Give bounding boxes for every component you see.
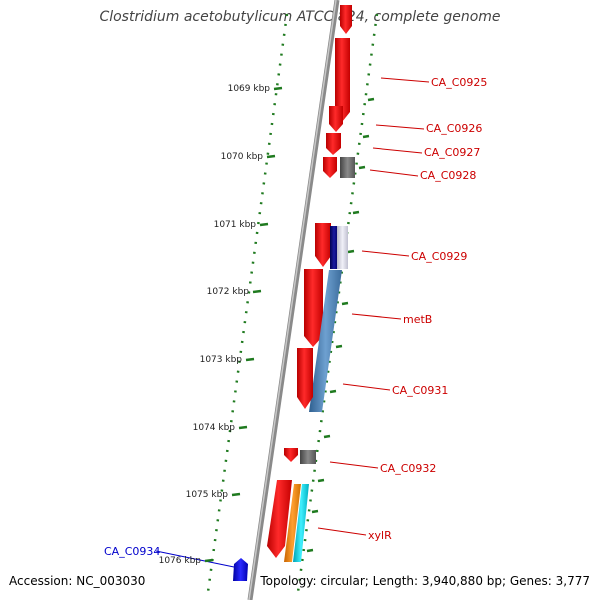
gene-CA_C0929-box-dark bbox=[330, 226, 338, 269]
kbp-tick-label: 1074 kbp bbox=[193, 423, 236, 433]
forward-genes bbox=[267, 5, 355, 562]
gene-xylR-arrow bbox=[267, 480, 292, 558]
gene-label-xylR: xylR bbox=[368, 529, 392, 542]
gene-label-CA_C0934: CA_C0934 bbox=[104, 545, 160, 558]
gene-CA_C0928-arrow bbox=[323, 157, 337, 178]
kbp-tick-mark bbox=[245, 357, 255, 362]
kbp-tick-mark bbox=[266, 154, 276, 159]
kbp-tick-label: 1073 kbp bbox=[200, 355, 243, 365]
kbp-tick-mark bbox=[259, 222, 269, 227]
kbp-tick-label: 1071 kbp bbox=[214, 220, 257, 230]
kbp-ticks: 1069 kbp 1070 kbp 1071 kbp 1072 kbp 1073 kbp… bbox=[159, 84, 283, 566]
gene-metB-box bbox=[309, 270, 342, 412]
gene-label-CA_C0926: CA_C0926 bbox=[426, 122, 482, 135]
gene-label-metB: metB bbox=[403, 313, 432, 326]
accession-label: Accession: NC_003030 bbox=[9, 574, 146, 588]
map-title: Clostridium acetobutylicum ATCC 824, com… bbox=[99, 9, 501, 25]
outer-dotted-track bbox=[296, 13, 379, 593]
gene-xylR-box-orange bbox=[284, 484, 301, 562]
gene-labels: CA_C0925 CA_C0926 CA_C0927 CA_C0928 CA_C0929… bbox=[104, 76, 487, 558]
gene-label-CA_C0927: CA_C0927 bbox=[424, 146, 480, 159]
gene-label-CA_C0932: CA_C0932 bbox=[380, 462, 436, 475]
gene-CA_C0929-arrow bbox=[315, 223, 331, 267]
kbp-tick-label: 1075 kbp bbox=[186, 490, 229, 500]
kbp-tick-label: 1072 kbp bbox=[207, 287, 250, 297]
inner-dotted-track bbox=[206, 13, 289, 593]
kbp-tick-mark bbox=[204, 558, 214, 563]
gene-label-CA_C0925: CA_C0925 bbox=[431, 76, 487, 89]
genome-backbone bbox=[247, 0, 340, 600]
gene-CA_C0925-arrow bbox=[335, 38, 350, 122]
gene-CA_C0928-box bbox=[340, 157, 355, 178]
kbp-tick-mark bbox=[252, 289, 262, 294]
gene-CA_C0924-arrow bbox=[340, 5, 352, 34]
gene-CA_C0932-box bbox=[300, 450, 316, 464]
gene-CA_C0926-arrow bbox=[329, 106, 343, 132]
gene-CA_C0927-arrow bbox=[326, 133, 341, 155]
minor-ticks bbox=[306, 97, 375, 553]
kbp-tick-mark bbox=[231, 492, 241, 497]
gene-label-CA_C0929: CA_C0929 bbox=[411, 250, 467, 263]
gene-CA_C0934-arrow bbox=[233, 558, 248, 581]
topology-label: Topology: circular; Length: 3,940,880 bp… bbox=[260, 574, 590, 588]
kbp-tick-label: 1069 kbp bbox=[228, 84, 271, 94]
label-leader-lines bbox=[155, 77, 430, 568]
kbp-tick-mark bbox=[273, 86, 283, 91]
kbp-tick-label: 1076 kbp bbox=[159, 556, 202, 566]
gene-label-CA_C0931: CA_C0931 bbox=[392, 384, 448, 397]
kbp-tick-label: 1070 kbp bbox=[221, 152, 264, 162]
gene-xylR-box-cyan bbox=[293, 484, 309, 562]
gene-metB-arrow bbox=[304, 269, 323, 347]
gene-CA_C0932-arrow bbox=[284, 448, 298, 462]
gene-CA_C0931-arrow bbox=[297, 348, 313, 409]
gene-CA_C0929-box-light bbox=[337, 226, 348, 269]
genome-backbone-highlight bbox=[248, 0, 337, 600]
gene-label-CA_C0928: CA_C0928 bbox=[420, 169, 476, 182]
kbp-tick-mark bbox=[238, 425, 248, 430]
